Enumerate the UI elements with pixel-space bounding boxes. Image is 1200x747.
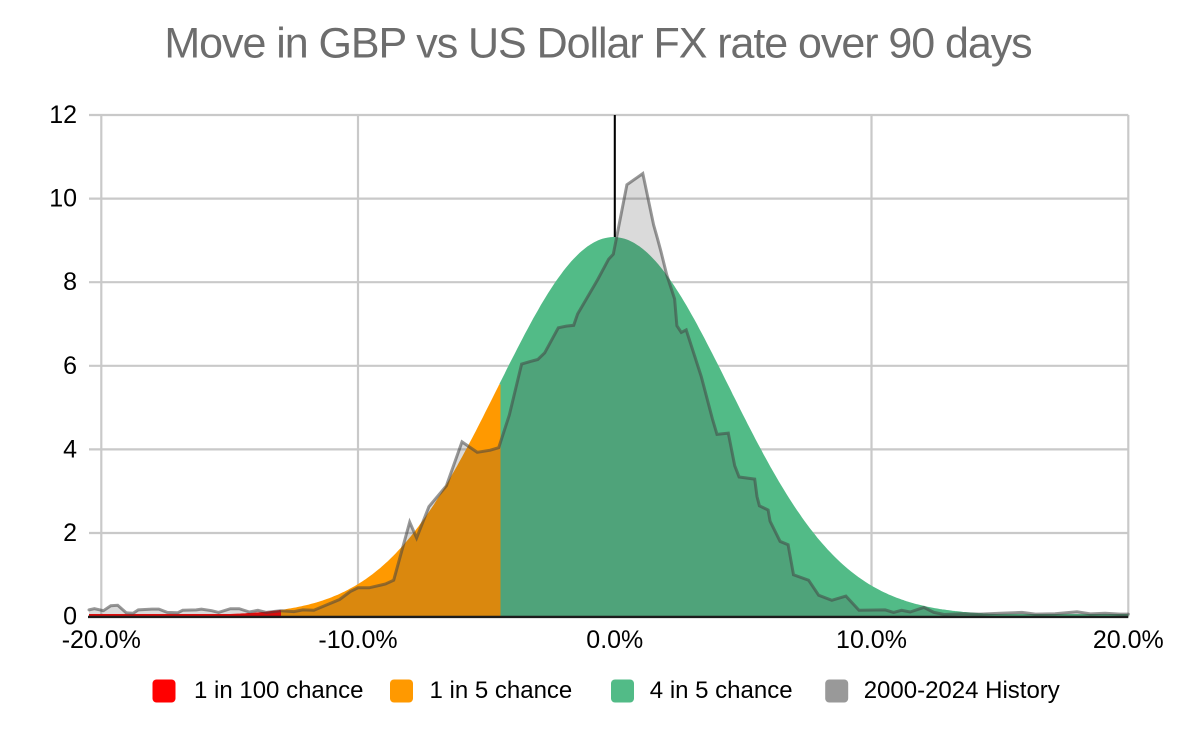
svg-text:4: 4 (63, 435, 77, 463)
svg-text:8: 8 (63, 268, 77, 296)
svg-text:1 in 100 chance: 1 in 100 chance (194, 677, 363, 704)
svg-text:6: 6 (63, 352, 77, 380)
svg-text:2: 2 (63, 519, 77, 547)
svg-text:Move in GBP vs US Dollar FX ra: Move in GBP vs US Dollar FX rate over 90… (164, 20, 1031, 68)
svg-text:0: 0 (63, 603, 77, 631)
svg-text:10.0%: 10.0% (836, 626, 907, 654)
svg-text:1 in 5 chance: 1 in 5 chance (430, 677, 573, 704)
svg-text:0.0%: 0.0% (586, 626, 643, 654)
svg-text:-10.0%: -10.0% (318, 626, 397, 654)
svg-text:12: 12 (49, 101, 77, 129)
svg-text:20.0%: 20.0% (1093, 626, 1164, 654)
svg-text:2000-2024 History: 2000-2024 History (864, 677, 1060, 704)
svg-text:4 in 5 chance: 4 in 5 chance (650, 677, 793, 704)
svg-text:-20.0%: -20.0% (62, 626, 141, 654)
svg-text:10: 10 (49, 185, 77, 213)
